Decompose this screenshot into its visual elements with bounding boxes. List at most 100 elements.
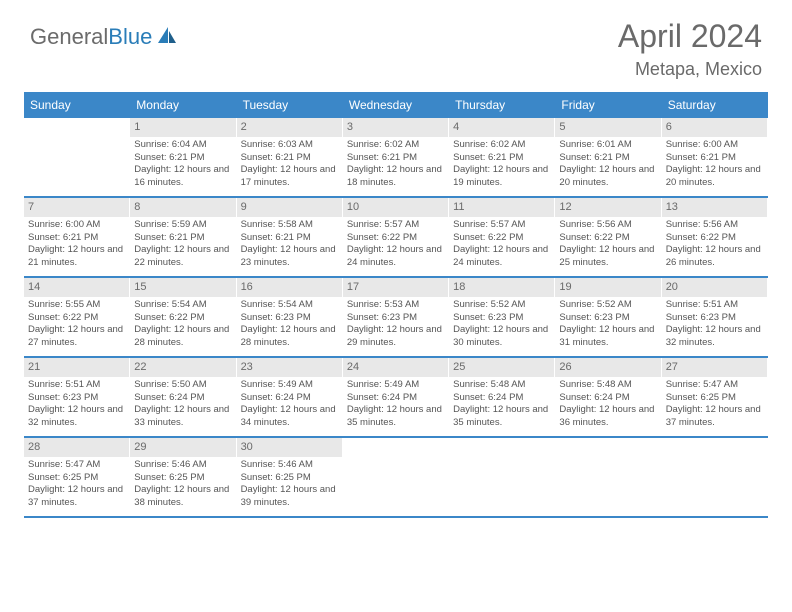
day-line: Sunrise: 5:55 AM [28,299,125,312]
calendar-body: 1Sunrise: 6:04 AMSunset: 6:21 PMDaylight… [24,118,768,518]
day-body: Sunrise: 6:02 AMSunset: 6:21 PMDaylight:… [449,137,554,194]
day-line: Daylight: 12 hours and 17 minutes. [241,164,338,190]
day-number: 23 [237,358,342,377]
day-number: 21 [24,358,129,377]
day-line: Sunrise: 5:47 AM [28,459,125,472]
day-body: Sunrise: 5:59 AMSunset: 6:21 PMDaylight:… [130,217,235,274]
calendar-row: 21Sunrise: 5:51 AMSunset: 6:23 PMDayligh… [24,358,768,438]
title-block: April 2024 Metapa, Mexico [618,18,762,80]
day-body: Sunrise: 5:52 AMSunset: 6:23 PMDaylight:… [555,297,660,354]
day-number: 11 [449,198,554,217]
day-line: Sunset: 6:23 PM [559,312,656,325]
day-line: Sunset: 6:24 PM [134,392,231,405]
calendar-cell: 16Sunrise: 5:54 AMSunset: 6:23 PMDayligh… [237,278,343,356]
day-line: Daylight: 12 hours and 19 minutes. [453,164,550,190]
day-number: 2 [237,118,342,137]
calendar-row: 28Sunrise: 5:47 AMSunset: 6:25 PMDayligh… [24,438,768,518]
day-line: Sunrise: 5:52 AM [453,299,550,312]
calendar-cell: 5Sunrise: 6:01 AMSunset: 6:21 PMDaylight… [555,118,661,196]
day-number: 12 [555,198,660,217]
day-line: Daylight: 12 hours and 29 minutes. [347,324,444,350]
day-number: 6 [662,118,767,137]
calendar-cell: 13Sunrise: 5:56 AMSunset: 6:22 PMDayligh… [662,198,768,276]
day-line: Daylight: 12 hours and 28 minutes. [241,324,338,350]
weekday-header: Monday [130,92,236,118]
day-line: Daylight: 12 hours and 38 minutes. [134,484,231,510]
day-line: Sunset: 6:22 PM [28,312,125,325]
day-line: Sunset: 6:23 PM [347,312,444,325]
day-body: Sunrise: 5:52 AMSunset: 6:23 PMDaylight:… [449,297,554,354]
day-body: Sunrise: 6:03 AMSunset: 6:21 PMDaylight:… [237,137,342,194]
day-line: Sunrise: 5:57 AM [453,219,550,232]
day-body [449,442,554,448]
calendar-row: 1Sunrise: 6:04 AMSunset: 6:21 PMDaylight… [24,118,768,198]
day-body: Sunrise: 5:55 AMSunset: 6:22 PMDaylight:… [24,297,129,354]
day-line: Sunset: 6:21 PM [28,232,125,245]
calendar-cell: 8Sunrise: 5:59 AMSunset: 6:21 PMDaylight… [130,198,236,276]
calendar-cell: 19Sunrise: 5:52 AMSunset: 6:23 PMDayligh… [555,278,661,356]
calendar: SundayMondayTuesdayWednesdayThursdayFrid… [24,92,768,518]
calendar-cell [343,438,449,516]
day-line: Daylight: 12 hours and 25 minutes. [559,244,656,270]
day-line: Sunrise: 5:51 AM [666,299,763,312]
day-body: Sunrise: 5:57 AMSunset: 6:22 PMDaylight:… [449,217,554,274]
calendar-cell: 1Sunrise: 6:04 AMSunset: 6:21 PMDaylight… [130,118,236,196]
day-line: Sunrise: 6:04 AM [134,139,231,152]
weekday-header: Sunday [24,92,130,118]
calendar-cell: 18Sunrise: 5:52 AMSunset: 6:23 PMDayligh… [449,278,555,356]
day-line: Daylight: 12 hours and 37 minutes. [666,404,763,430]
day-line: Sunset: 6:23 PM [666,312,763,325]
location: Metapa, Mexico [618,59,762,80]
day-body: Sunrise: 5:56 AMSunset: 6:22 PMDaylight:… [555,217,660,274]
day-line: Sunset: 6:25 PM [134,472,231,485]
day-line: Daylight: 12 hours and 20 minutes. [666,164,763,190]
calendar-cell: 2Sunrise: 6:03 AMSunset: 6:21 PMDaylight… [237,118,343,196]
month-title: April 2024 [618,18,762,55]
calendar-cell: 7Sunrise: 6:00 AMSunset: 6:21 PMDaylight… [24,198,130,276]
day-line: Sunrise: 6:01 AM [559,139,656,152]
calendar-cell: 15Sunrise: 5:54 AMSunset: 6:22 PMDayligh… [130,278,236,356]
calendar-cell: 22Sunrise: 5:50 AMSunset: 6:24 PMDayligh… [130,358,236,436]
day-line: Sunset: 6:22 PM [453,232,550,245]
sail-icon [156,25,178,50]
day-body: Sunrise: 6:01 AMSunset: 6:21 PMDaylight:… [555,137,660,194]
calendar-cell [449,438,555,516]
day-line: Sunset: 6:21 PM [347,152,444,165]
calendar-cell: 27Sunrise: 5:47 AMSunset: 6:25 PMDayligh… [662,358,768,436]
day-number: 13 [662,198,767,217]
day-number: 22 [130,358,235,377]
day-line: Sunrise: 6:03 AM [241,139,338,152]
calendar-cell: 30Sunrise: 5:46 AMSunset: 6:25 PMDayligh… [237,438,343,516]
weekday-header: Wednesday [343,92,449,118]
day-line: Daylight: 12 hours and 34 minutes. [241,404,338,430]
logo: GeneralBlue [30,24,178,50]
calendar-cell [662,438,768,516]
calendar-cell: 3Sunrise: 6:02 AMSunset: 6:21 PMDaylight… [343,118,449,196]
day-line: Sunset: 6:22 PM [134,312,231,325]
day-line: Sunrise: 5:56 AM [559,219,656,232]
day-body: Sunrise: 5:51 AMSunset: 6:23 PMDaylight:… [662,297,767,354]
day-number: 9 [237,198,342,217]
day-line: Sunrise: 5:54 AM [134,299,231,312]
day-line: Sunset: 6:25 PM [241,472,338,485]
day-number: 14 [24,278,129,297]
day-line: Sunrise: 5:56 AM [666,219,763,232]
day-line: Sunset: 6:24 PM [453,392,550,405]
day-line: Daylight: 12 hours and 37 minutes. [28,484,125,510]
weekday-header: Tuesday [237,92,343,118]
calendar-cell: 10Sunrise: 5:57 AMSunset: 6:22 PMDayligh… [343,198,449,276]
day-line: Sunset: 6:21 PM [453,152,550,165]
day-line: Daylight: 12 hours and 33 minutes. [134,404,231,430]
day-number: 4 [449,118,554,137]
day-number: 15 [130,278,235,297]
day-body: Sunrise: 5:51 AMSunset: 6:23 PMDaylight:… [24,377,129,434]
calendar-cell: 12Sunrise: 5:56 AMSunset: 6:22 PMDayligh… [555,198,661,276]
day-body [24,122,129,128]
weekday-header: Saturday [662,92,768,118]
day-line: Sunset: 6:21 PM [241,152,338,165]
day-number: 27 [662,358,767,377]
day-line: Daylight: 12 hours and 22 minutes. [134,244,231,270]
day-line: Daylight: 12 hours and 35 minutes. [347,404,444,430]
calendar-cell: 11Sunrise: 5:57 AMSunset: 6:22 PMDayligh… [449,198,555,276]
calendar-cell: 26Sunrise: 5:48 AMSunset: 6:24 PMDayligh… [555,358,661,436]
